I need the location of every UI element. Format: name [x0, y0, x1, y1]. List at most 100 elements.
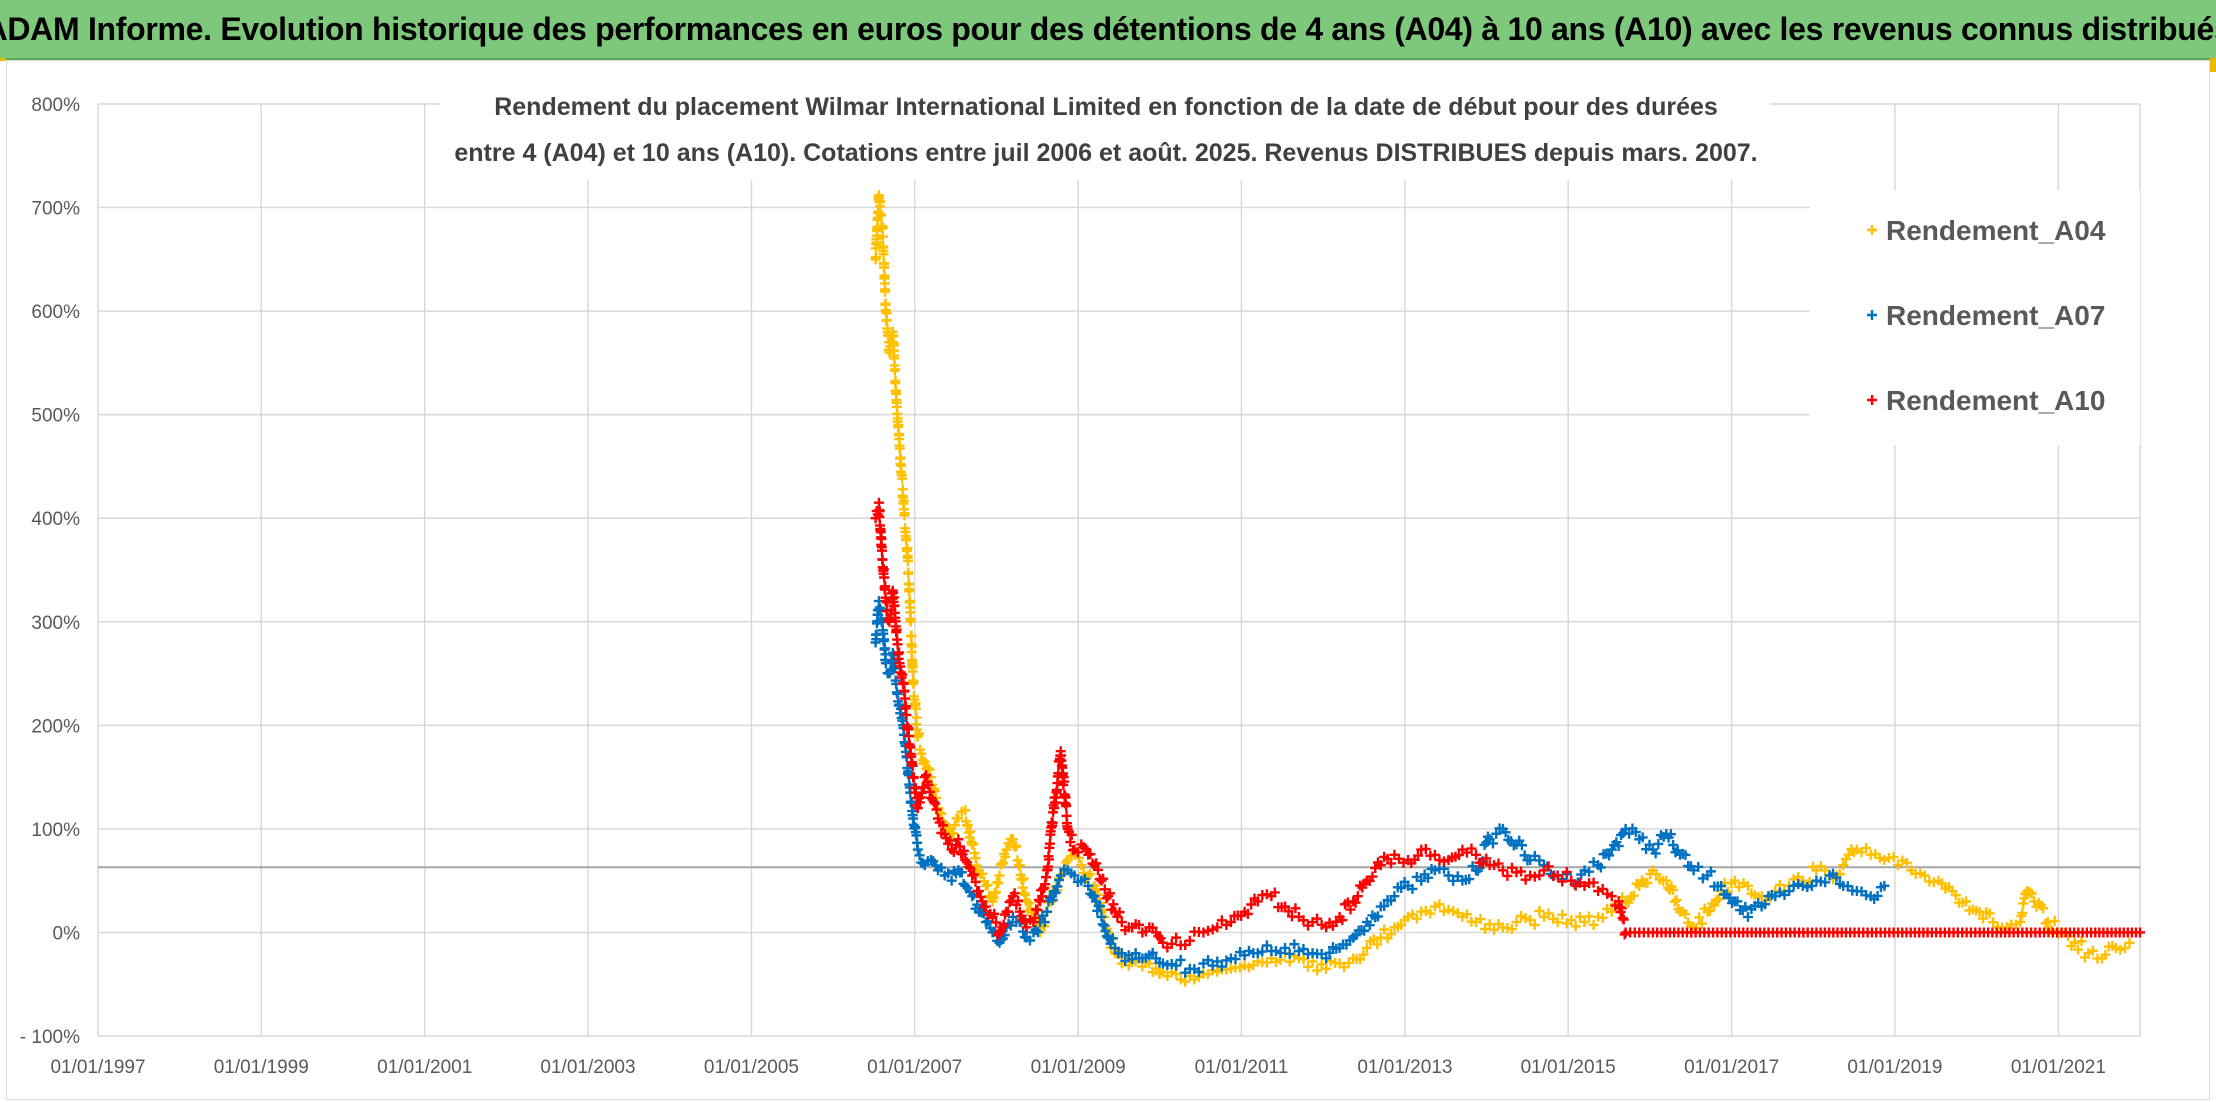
x-tick-label: 01/01/2013 — [1357, 1057, 1452, 1078]
data-point — [1669, 896, 1680, 907]
data-point — [1367, 871, 1378, 882]
x-tick-label: 01/01/2003 — [540, 1057, 635, 1078]
report-banner: ADAM Informe. Evolution historique des p… — [0, 0, 2216, 60]
data-point — [1624, 828, 1635, 839]
data-point — [1372, 911, 1383, 922]
data-point — [1696, 918, 1707, 929]
data-point — [980, 901, 991, 912]
data-point — [1032, 905, 1043, 916]
data-point — [1481, 853, 1492, 864]
data-point — [1261, 940, 1272, 951]
data-point — [2049, 915, 2060, 926]
data-point — [1312, 913, 1323, 924]
data-point — [1151, 963, 1162, 974]
data-point — [1831, 872, 1842, 883]
data-point — [1543, 861, 1554, 872]
data-point — [1098, 873, 1109, 884]
data-point — [924, 764, 935, 775]
data-point — [1221, 955, 1232, 966]
y-tick-label: 800% — [31, 95, 80, 116]
data-point — [1246, 899, 1257, 910]
data-point — [894, 647, 905, 658]
data-point — [897, 473, 908, 484]
data-point — [1716, 880, 1727, 891]
corner-accent-left — [0, 58, 6, 61]
data-point — [1044, 838, 1055, 849]
data-point — [1079, 873, 1090, 884]
data-point — [908, 772, 919, 783]
data-point — [1506, 924, 1517, 935]
data-point — [1283, 906, 1294, 917]
legend-marker-Rendement_A10 — [1867, 395, 1877, 405]
data-point — [1375, 860, 1386, 871]
data-point — [1032, 927, 1043, 938]
data-point — [1988, 917, 1999, 928]
data-point — [1650, 848, 1661, 859]
data-point — [994, 870, 1005, 881]
data-point — [1557, 909, 1568, 920]
data-point — [1694, 912, 1705, 923]
data-point — [1729, 875, 1740, 886]
data-point — [877, 231, 888, 242]
data-point — [1054, 875, 1065, 886]
data-point — [877, 222, 888, 233]
data-point — [1004, 897, 1015, 908]
data-point — [1529, 919, 1540, 930]
data-point — [919, 756, 930, 767]
data-point — [949, 820, 960, 831]
data-point — [1024, 935, 1035, 946]
data-point — [879, 634, 890, 645]
data-point — [1134, 919, 1145, 930]
data-point — [1534, 855, 1545, 866]
data-point — [1108, 899, 1119, 910]
data-point — [1270, 945, 1281, 956]
data-point — [1552, 870, 1563, 881]
data-point — [1838, 860, 1849, 871]
data-point — [1416, 875, 1427, 886]
data-point — [878, 249, 889, 260]
data-point — [1198, 927, 1209, 938]
data-point — [1076, 860, 1087, 871]
data-point — [1216, 961, 1227, 972]
data-point — [1091, 858, 1102, 869]
data-point — [1740, 901, 1751, 912]
data-point — [1289, 939, 1300, 950]
series-Rendement_A07 — [870, 596, 1890, 978]
data-point — [2124, 937, 2135, 948]
data-point — [1080, 844, 1091, 855]
data-point — [1595, 862, 1606, 873]
data-point — [904, 584, 915, 595]
data-point — [1653, 838, 1664, 849]
data-point — [1085, 849, 1096, 860]
data-point — [1584, 866, 1595, 877]
data-point — [910, 703, 921, 714]
data-point — [1642, 877, 1653, 888]
data-point — [1203, 955, 1214, 966]
data-point — [1742, 911, 1753, 922]
points-layer — [870, 190, 2145, 987]
data-point — [1193, 966, 1204, 977]
data-point — [1713, 893, 1724, 904]
x-tick-label: 01/01/2019 — [1847, 1057, 1942, 1078]
data-point — [1623, 897, 1634, 908]
y-tick-label: 400% — [31, 509, 80, 530]
data-point — [1793, 879, 1804, 890]
data-point — [1096, 911, 1107, 922]
data-point — [900, 701, 911, 712]
data-point — [1525, 915, 1536, 926]
data-point — [1047, 818, 1058, 829]
data-point — [1013, 895, 1024, 906]
data-point — [903, 567, 914, 578]
data-point — [1516, 840, 1527, 851]
data-point — [1802, 882, 1813, 893]
legend: Rendement_A04 Rendement_A07 Rendement_A10 — [1810, 190, 2140, 445]
data-point — [1557, 876, 1568, 887]
data-point — [1606, 906, 1617, 917]
data-point — [1047, 895, 1058, 906]
data-point — [1396, 920, 1407, 931]
data-point — [893, 419, 904, 430]
data-point — [1104, 888, 1115, 899]
data-point — [1511, 917, 1522, 928]
data-point — [1705, 866, 1716, 877]
data-point — [1861, 843, 1872, 854]
